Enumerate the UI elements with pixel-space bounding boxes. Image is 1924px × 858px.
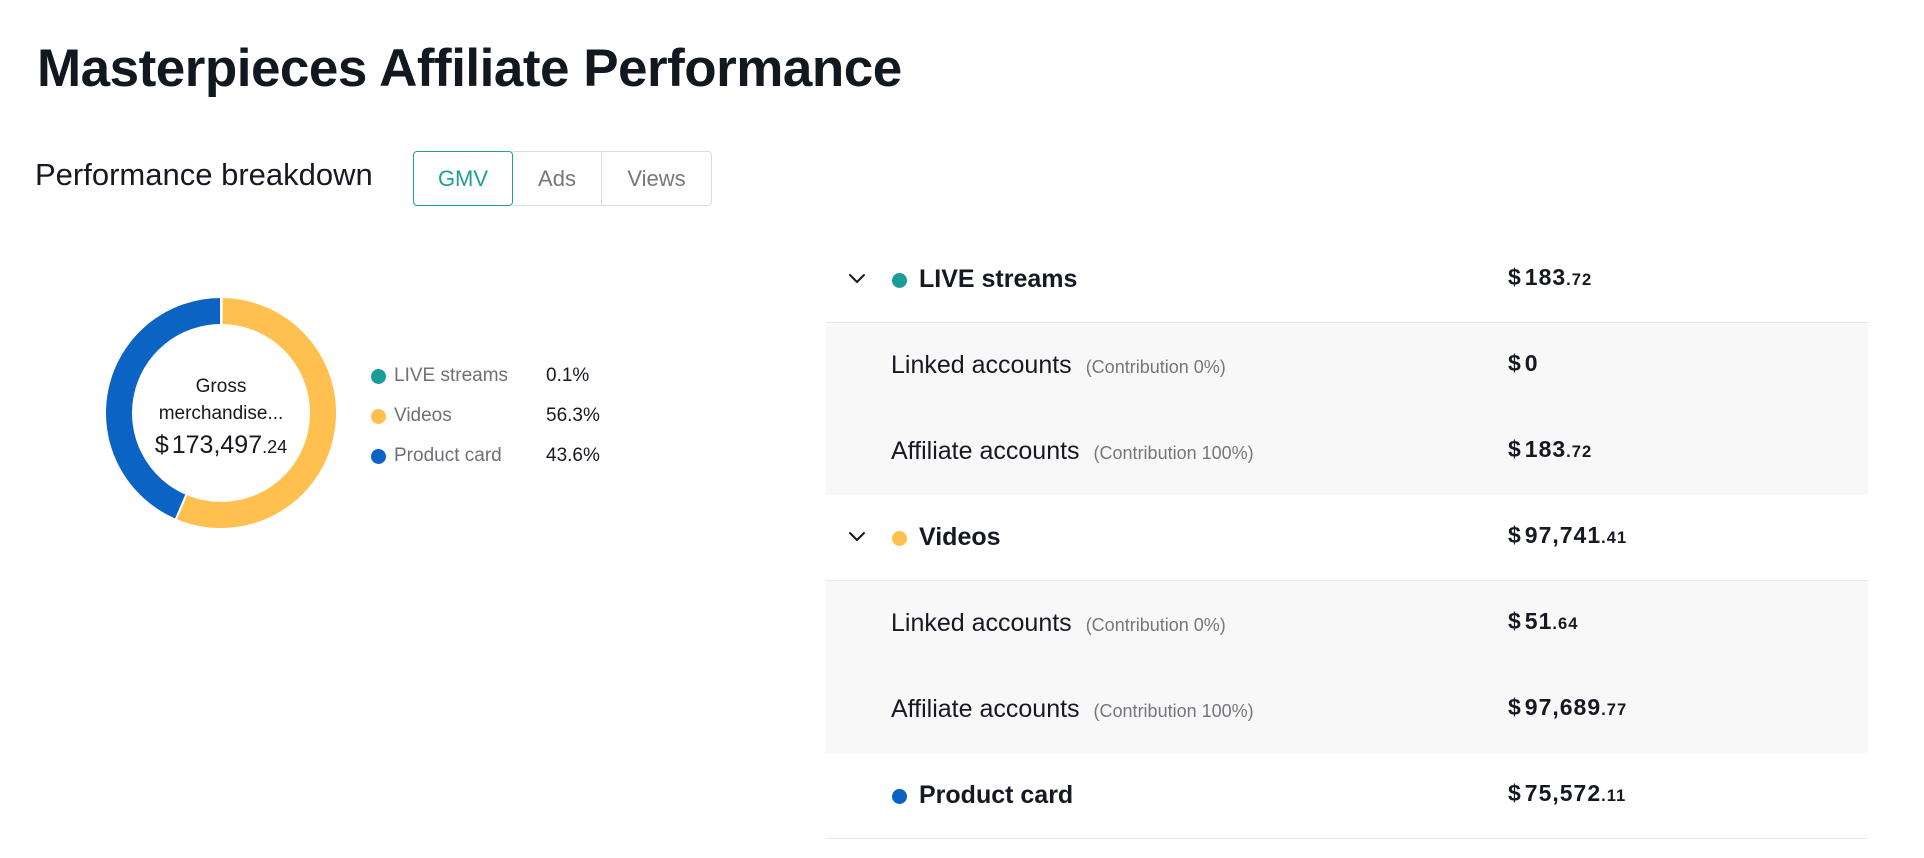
table-row-videos[interactable]: Videos $97,741.41 — [826, 495, 1868, 581]
value-cents: .11 — [1601, 786, 1627, 805]
legend-dot — [371, 368, 386, 384]
tab-gmv[interactable]: GMV — [413, 151, 513, 206]
row-name: Product card — [919, 781, 1074, 809]
donut-slice-videos[interactable] — [174, 297, 337, 529]
account-type-label: Affiliate accounts — [891, 437, 1080, 465]
row-value: $183.72 — [1508, 429, 1592, 472]
legend-dot — [371, 408, 386, 424]
contribution-label: (Contribution 0%) — [1085, 615, 1226, 635]
legend-dot — [371, 448, 386, 464]
legend-label: Product card — [394, 445, 502, 466]
legend-value: 0.1% — [546, 365, 590, 386]
breakdown-table: LIVE streams $183.72 Linked accounts (Contr… — [826, 237, 1868, 839]
page-title: Masterpieces Affiliate Performance — [37, 39, 902, 98]
account-type-label: Linked accounts — [891, 351, 1072, 379]
row-name: Affiliate accounts (Contribution 100%) — [891, 431, 1254, 473]
table-subrow-linked-accounts: Linked accounts (Contribution 0%) $0 — [826, 323, 1868, 409]
category-dot — [892, 273, 907, 288]
row-name: Affiliate accounts (Contribution 100%) — [891, 689, 1254, 731]
row-name: Videos — [919, 523, 1001, 551]
donut-slice-product-card[interactable] — [105, 297, 222, 522]
value-cents: .72 — [1566, 270, 1593, 289]
table-row-product-card[interactable]: Product card $75,572.11 — [826, 753, 1868, 839]
contribution-label: (Contribution 0%) — [1085, 357, 1226, 377]
legend-value: 56.3% — [546, 405, 600, 426]
row-name: LIVE streams — [919, 265, 1078, 293]
contribution-label: (Contribution 100%) — [1093, 701, 1254, 721]
value-cents: .72 — [1566, 442, 1593, 461]
value-main: 51 — [1524, 608, 1553, 634]
currency-symbol: $ — [1508, 436, 1522, 462]
row-value: $97,689.77 — [1508, 687, 1627, 730]
donut-value-main: 173,497 — [171, 431, 263, 459]
row-name: Linked accounts (Contribution 0%) — [891, 603, 1226, 645]
contribution-label: (Contribution 100%) — [1093, 443, 1254, 463]
table-row-live-streams[interactable]: LIVE streams $183.72 — [826, 237, 1868, 323]
donut-value-cents: .24 — [262, 437, 288, 457]
legend-item-videos[interactable]: Videos 56.3% — [371, 396, 600, 436]
value-cents: .64 — [1552, 614, 1579, 633]
row-value: $183.72 — [1508, 257, 1592, 300]
currency-symbol: $ — [154, 431, 169, 459]
table-subrow-linked-accounts: Linked accounts (Contribution 0%) $51.64 — [826, 581, 1868, 667]
account-type-label: Affiliate accounts — [891, 695, 1080, 723]
tab-views[interactable]: Views — [602, 151, 712, 206]
donut-chart — [105, 297, 337, 529]
chevron-down-icon[interactable] — [846, 525, 868, 547]
row-name: Linked accounts (Contribution 0%) — [891, 345, 1226, 387]
value-main: 183 — [1524, 264, 1567, 290]
currency-symbol: $ — [1508, 780, 1522, 806]
chevron-down-icon[interactable] — [846, 267, 868, 289]
currency-symbol: $ — [1508, 694, 1522, 720]
category-dot — [892, 531, 907, 546]
currency-symbol: $ — [1508, 264, 1522, 290]
donut-center-label: Gross merchandise... — [158, 376, 284, 424]
section-title: Performance breakdown — [35, 157, 373, 192]
row-value: $0 — [1508, 343, 1539, 383]
currency-symbol: $ — [1508, 522, 1522, 548]
donut-center-value: $173,497.24 — [141, 428, 301, 464]
row-value: $75,572.11 — [1508, 773, 1626, 816]
value-main: 183 — [1524, 436, 1567, 462]
currency-symbol: $ — [1508, 350, 1522, 376]
value-cents: .41 — [1601, 528, 1628, 547]
legend-label: Videos — [394, 405, 452, 426]
row-value: $97,741.41 — [1508, 515, 1627, 558]
legend-item-live-streams[interactable]: LIVE streams 0.1% — [371, 356, 600, 396]
table-subrow-affiliate-accounts: Affiliate accounts (Contribution 100%) $97… — [826, 667, 1868, 753]
legend-label: LIVE streams — [394, 365, 509, 386]
category-dot — [892, 789, 907, 804]
value-cents: .77 — [1601, 700, 1628, 719]
account-type-label: Linked accounts — [891, 609, 1072, 637]
legend-item-product-card[interactable]: Product card 43.6% — [371, 436, 600, 476]
currency-symbol: $ — [1508, 608, 1522, 634]
value-main: 0 — [1524, 350, 1539, 376]
legend-value: 43.6% — [546, 445, 600, 466]
table-subrow-affiliate-accounts: Affiliate accounts (Contribution 100%) $18… — [826, 409, 1868, 495]
value-main: 97,741 — [1524, 522, 1602, 548]
chart-legend: LIVE streams 0.1% Videos 56.3% Product card 4… — [371, 356, 600, 476]
metric-tabs: GMV Ads Views — [413, 151, 712, 206]
value-main: 75,572 — [1524, 780, 1602, 806]
tab-ads[interactable]: Ads — [513, 151, 602, 206]
row-value: $51.64 — [1508, 601, 1578, 644]
donut-center: Gross merchandise... $173,497.24 — [141, 373, 301, 464]
value-main: 97,689 — [1524, 694, 1602, 720]
